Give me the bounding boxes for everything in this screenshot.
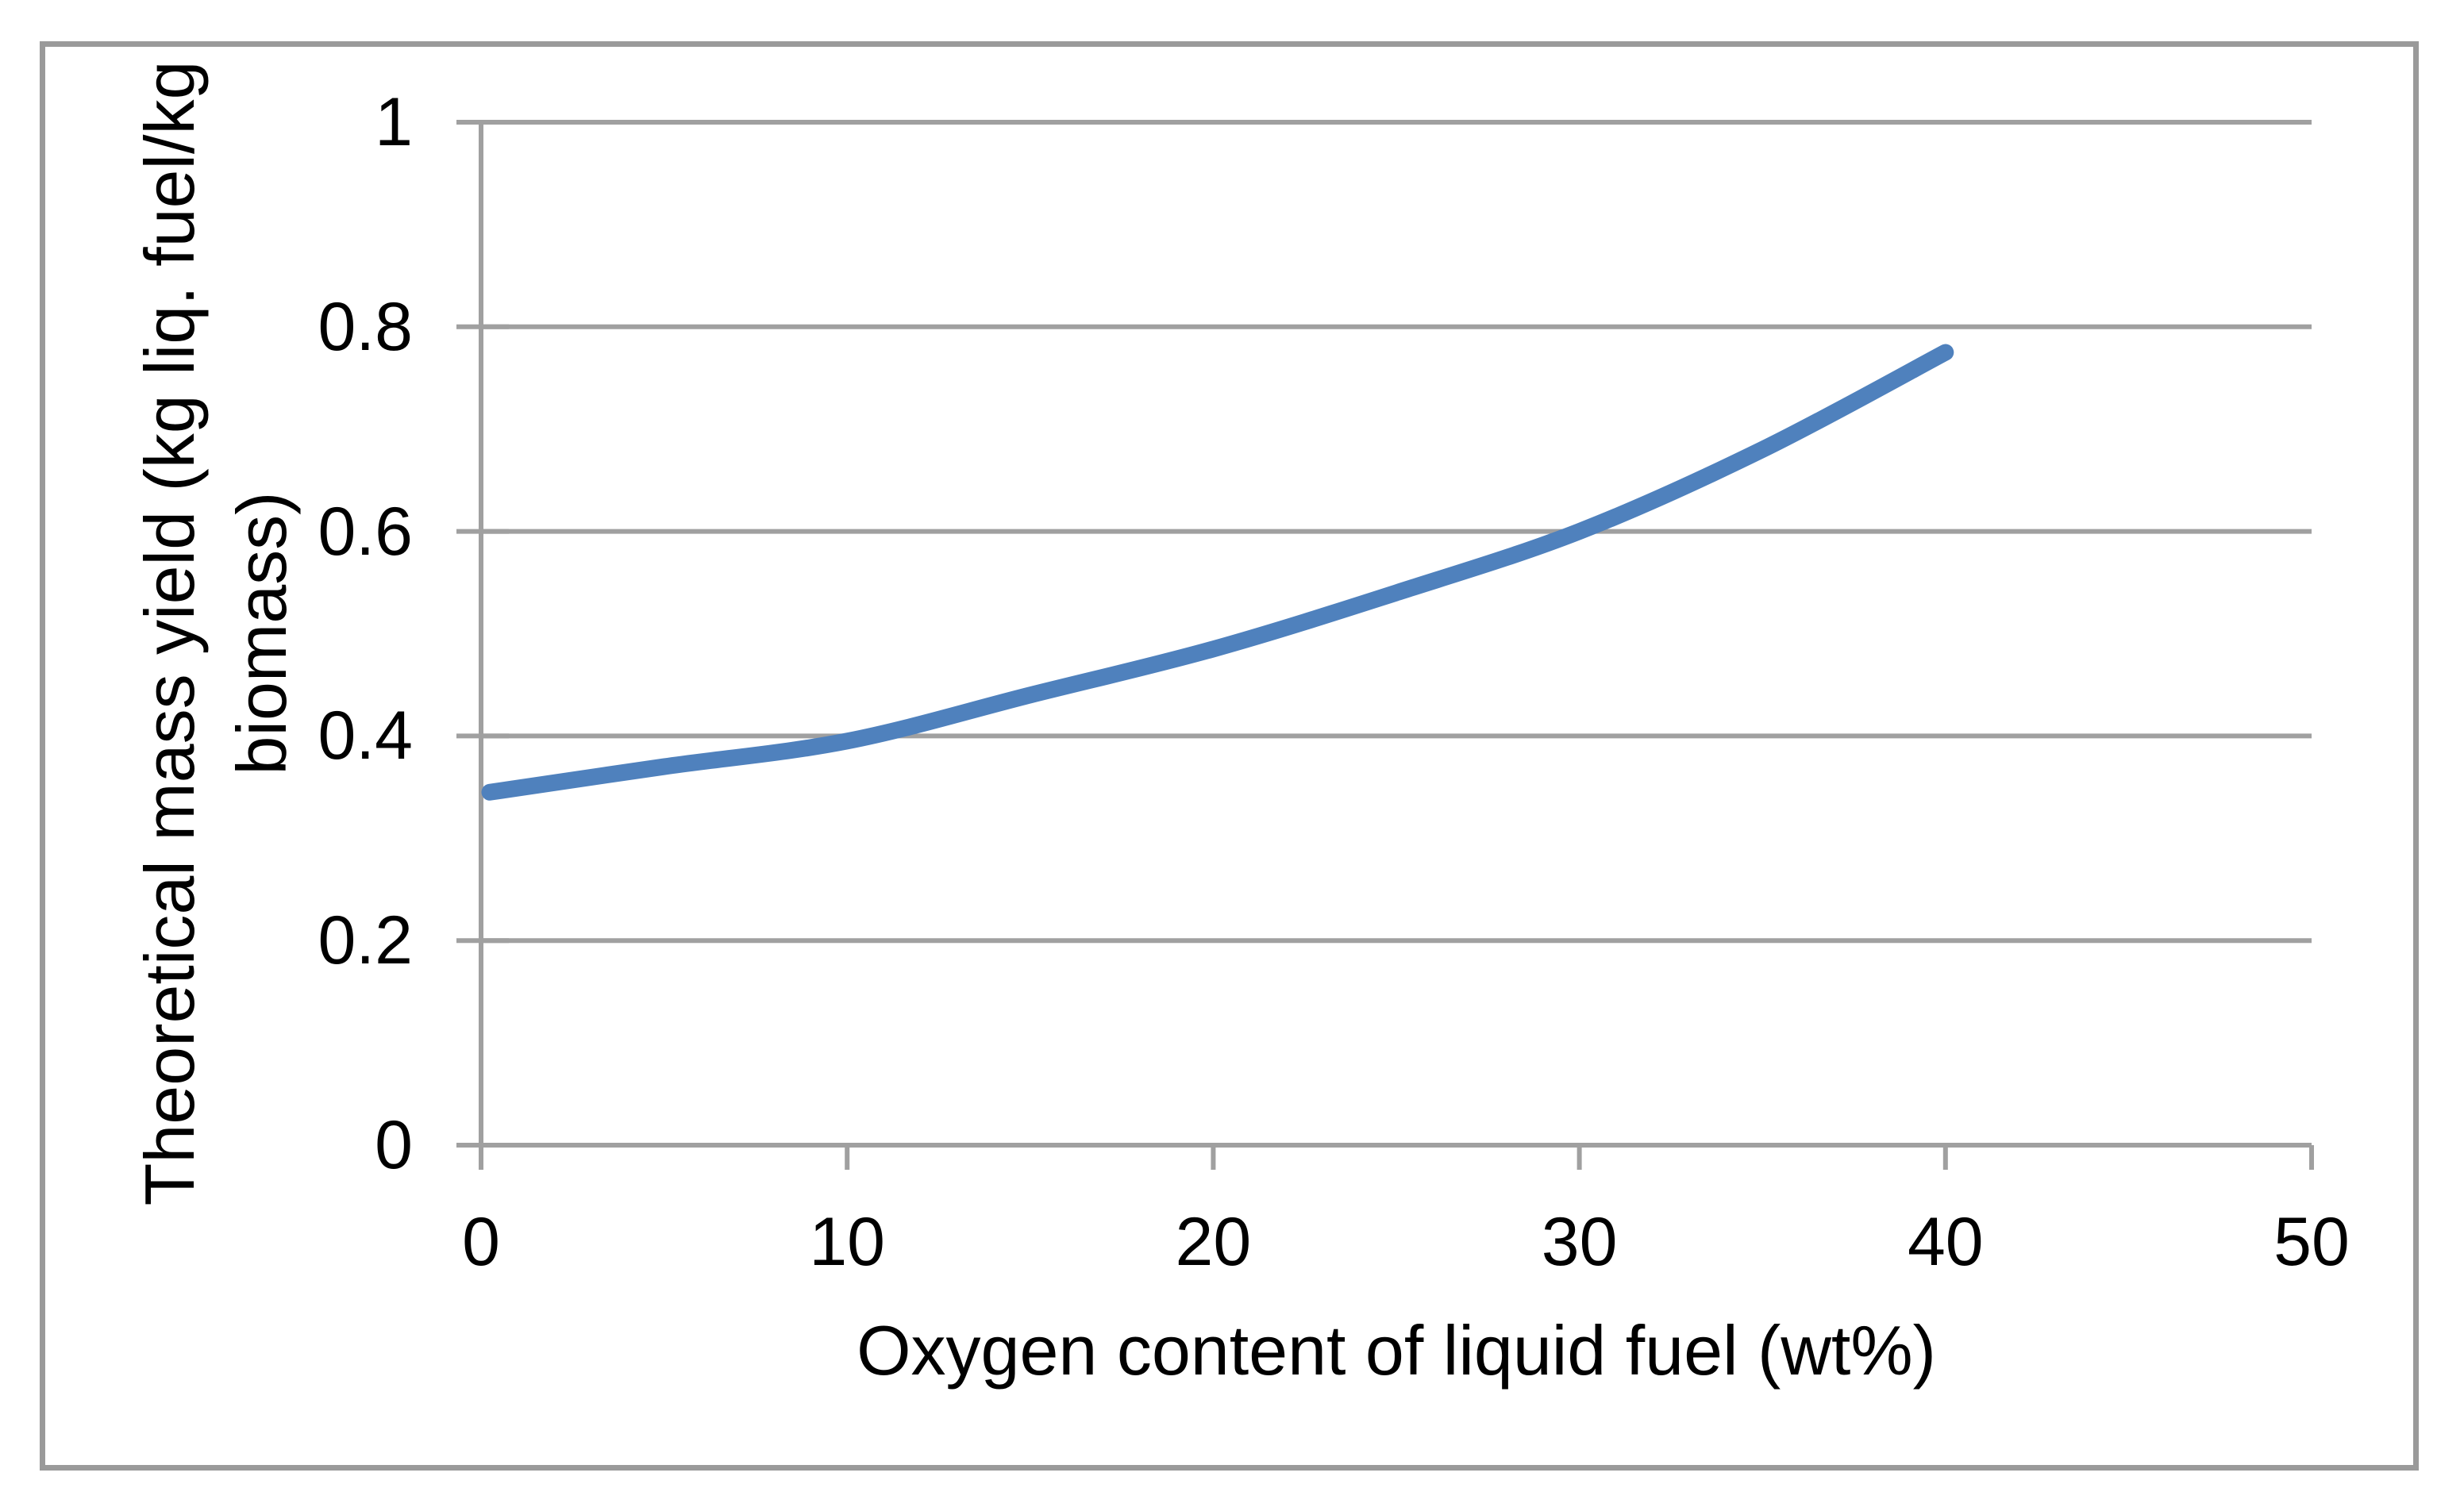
y-tick-label-0: 0 bbox=[375, 1107, 413, 1183]
x-tick-label-50: 50 bbox=[2273, 1204, 2350, 1280]
series-line-theoretical-mass-yield bbox=[481, 344, 1954, 801]
y-tick-label-1: 1 bbox=[375, 84, 413, 160]
y-axis-title-line-2: biomass) bbox=[222, 491, 301, 775]
x-tick-label-40: 40 bbox=[1907, 1204, 1984, 1280]
y-tick-label-0.8: 0.8 bbox=[318, 288, 413, 365]
x-tick-label-10: 10 bbox=[809, 1204, 886, 1280]
y-axis-title: Theoretical mass yield (kg liq. fuel/kg … bbox=[124, 61, 308, 1206]
y-tick-label-0.2: 0.2 bbox=[318, 902, 413, 979]
x-axis-title: Oxygen content of liquid fuel (wt%) bbox=[857, 1311, 1936, 1390]
x-tick-label-0: 0 bbox=[462, 1204, 500, 1280]
y-axis-title-line-1: Theoretical mass yield (kg liq. fuel/kg bbox=[129, 60, 209, 1206]
y-tick-label-0.6: 0.6 bbox=[318, 493, 413, 570]
y-tick-label-0.4: 0.4 bbox=[318, 698, 413, 775]
x-tick-label-20: 20 bbox=[1175, 1204, 1252, 1280]
x-tick-label-30: 30 bbox=[1541, 1204, 1618, 1280]
chart-outer-border bbox=[40, 41, 2419, 1471]
